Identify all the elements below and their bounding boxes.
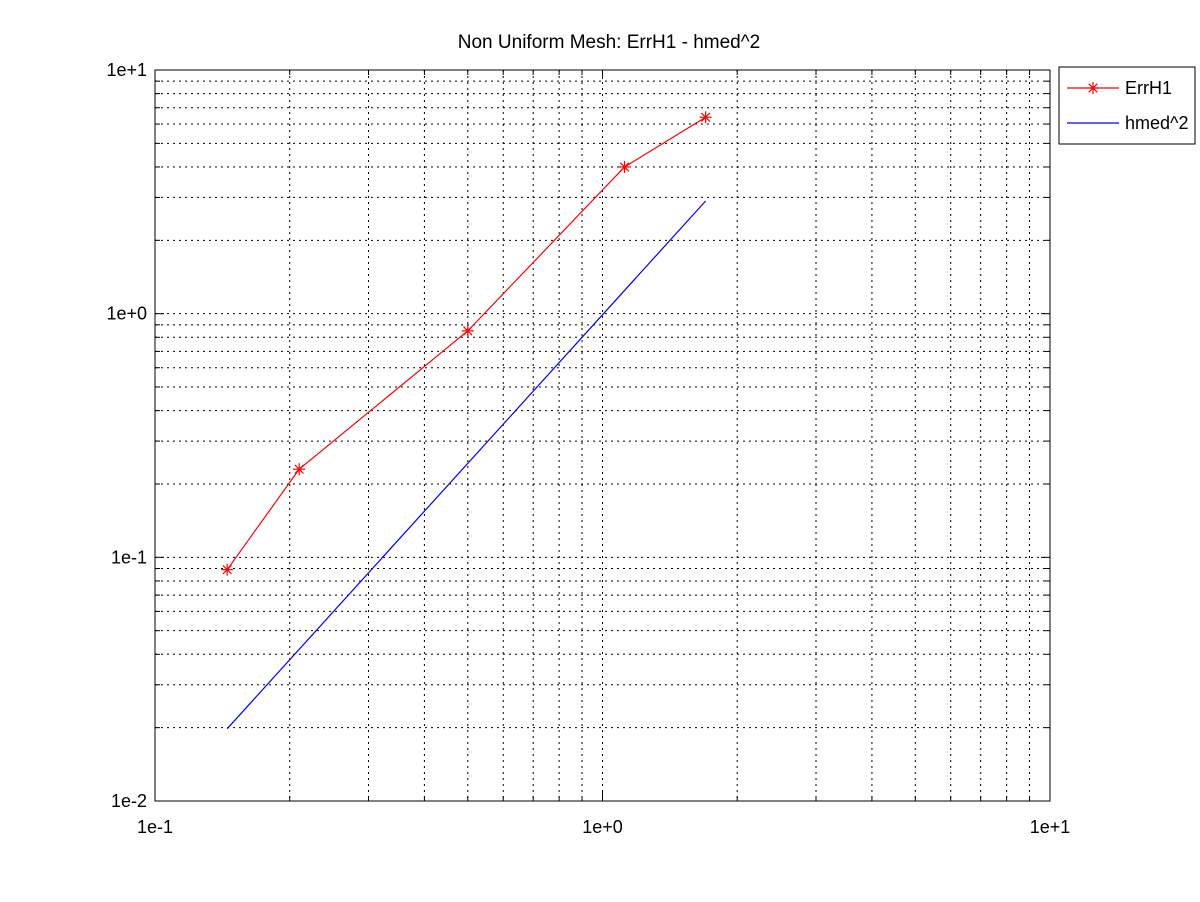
data-point — [221, 563, 234, 576]
x-tick-label: 1e-1 — [137, 817, 173, 837]
x-tick-label: 1e+1 — [1030, 817, 1071, 837]
legend-label: hmed^2 — [1125, 113, 1188, 133]
ticks — [155, 70, 1050, 801]
x-tick-label: 1e+0 — [582, 817, 623, 837]
legend-label: ErrH1 — [1125, 78, 1172, 98]
legend: ErrH1 hmed^2 — [1058, 66, 1196, 145]
grid — [155, 70, 1050, 801]
marker-stroke — [1088, 83, 1098, 93]
y-tick-label: 1e+1 — [106, 60, 147, 80]
y-tick-label: 1e+0 — [106, 304, 147, 324]
chart-title: Non Uniform Mesh: ErrH1 - hmed^2 — [458, 32, 760, 53]
legend-box — [1058, 66, 1196, 145]
data-point — [1087, 82, 1099, 94]
data-point — [293, 463, 306, 476]
tick-labels: 1e-1 1e+0 1e+1 1e-2 1e-1 1e+0 1e+1 — [106, 60, 1070, 837]
marker-stroke — [294, 464, 304, 474]
marker-stroke — [463, 326, 473, 336]
plot-area — [154, 69, 1051, 802]
y-tick-label: 1e-2 — [111, 791, 147, 811]
series-line-errh1 — [226, 116, 706, 571]
series-line-hmed-2 — [226, 200, 707, 730]
marker-stroke — [222, 564, 232, 575]
series-layer — [221, 111, 712, 730]
y-tick-label: 1e-1 — [111, 547, 147, 567]
data-point — [618, 160, 631, 173]
data-point — [461, 324, 474, 337]
marker-stroke — [619, 162, 630, 172]
marker-stroke — [700, 112, 711, 122]
data-point — [699, 111, 712, 124]
